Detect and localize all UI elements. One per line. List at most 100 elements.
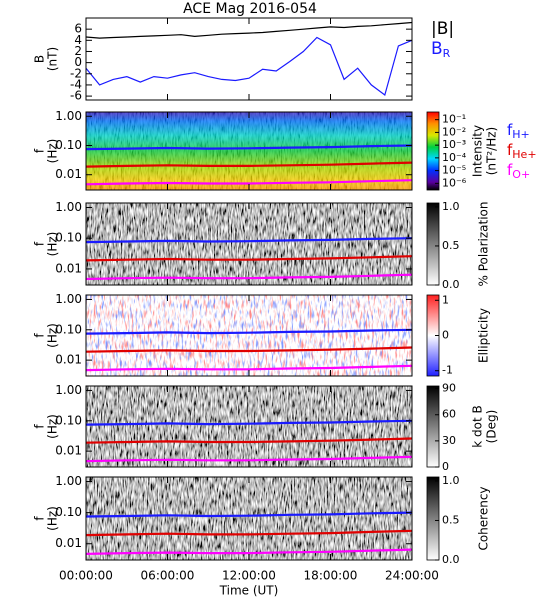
y-axis-label: f (33, 333, 47, 338)
legend-entry: fHe+ (507, 141, 537, 162)
frequency-line (85, 455, 413, 463)
frequency-line (85, 328, 413, 335)
colorbar-tick-label: 1 (442, 293, 449, 306)
frequency-line (85, 144, 413, 151)
y-tick-label: 1.00 (55, 474, 82, 488)
frequency-line (85, 255, 413, 262)
x-tick-label: 24:00:00 (385, 569, 439, 583)
y-tick-label: 0.01 (55, 444, 82, 458)
colorbar-tick-label: 0.5 (442, 239, 460, 252)
y-tick-label: 1.00 (55, 292, 82, 306)
colorbar (426, 385, 440, 468)
colorbar-label: k dot B (471, 405, 485, 447)
data-line (85, 36, 413, 97)
colorbar-label: % Polarization (477, 202, 491, 287)
spectrogram-texture (86, 112, 412, 190)
y-axis-label: (Hz) (46, 139, 60, 164)
x-axis-label: Time (UT) (219, 584, 279, 598)
y-axis-label: (Hz) (46, 323, 60, 348)
colorbar-tick-label: 1.0 (442, 200, 460, 213)
y-axis-label: (nT) (46, 47, 60, 71)
y-tick-label: -6 (70, 89, 82, 103)
legend-name: f (507, 161, 513, 179)
y-tick-label: 2 (74, 44, 82, 58)
legend-sub: O+ (512, 168, 530, 181)
legend-name: f (507, 121, 513, 139)
colorbar-tick-label: 90 (442, 382, 456, 395)
y-axis-label: f (33, 241, 47, 246)
y-tick-label: 1.00 (55, 200, 82, 214)
spectrogram-texture (86, 295, 412, 376)
colorbar-tick-label: 10⁻³ (442, 138, 466, 151)
frequency-line (85, 437, 413, 444)
y-axis-label: (Hz) (46, 506, 60, 531)
y-tick-label: 0 (74, 55, 82, 69)
colorbar-tick-label: 0.5 (442, 513, 460, 526)
y-axis-label: f (33, 424, 47, 429)
spectrogram-image (86, 477, 412, 560)
frequency-line (85, 237, 413, 244)
colorbar-tick-label: 0.0 (442, 278, 460, 291)
legend-entry: fO+ (507, 161, 530, 182)
legend-entry: BR (431, 39, 451, 60)
y-tick-label: 1.00 (55, 109, 82, 123)
spectrogram-image (86, 386, 412, 467)
y-tick-label: -4 (70, 77, 82, 91)
x-tick-label: 00:00:00 (59, 569, 113, 583)
y-axis-label: (Hz) (46, 232, 60, 257)
colorbar-tick-label: 30 (442, 434, 456, 447)
colorbar-tick-label: 10⁻⁵ (442, 164, 466, 177)
frequency-line (85, 364, 413, 372)
colorbar-label: Coherency (477, 486, 491, 550)
y-axis-label: B (33, 55, 47, 63)
colorbar-label: Intensity (471, 125, 485, 177)
colorbar-label: Ellipticity (477, 308, 491, 363)
frequency-line (85, 273, 413, 281)
legend-sub: H+ (512, 128, 530, 141)
y-tick-label: 0.10 (55, 505, 82, 519)
colorbar-tick-label: 10⁻² (442, 125, 466, 138)
y-tick-label: 0.10 (55, 231, 82, 245)
frequency-line (85, 161, 413, 168)
y-tick-label: -2 (70, 66, 82, 80)
colorbar-label: (Deg) (485, 410, 499, 444)
data-line (85, 21, 413, 39)
colorbar-tick-label: 0.0 (442, 553, 460, 566)
y-tick-label: 0.01 (55, 536, 82, 550)
x-tick-label: 06:00:00 (141, 569, 195, 583)
frequency-line (85, 548, 413, 555)
legend-name: B (431, 39, 443, 59)
frequency-line (85, 179, 413, 186)
frequency-line (85, 529, 413, 537)
y-tick-label: 0.10 (55, 413, 82, 427)
frequency-line (85, 511, 413, 518)
plot-frame (85, 17, 413, 101)
colorbar-tick-label: 0 (442, 329, 449, 342)
frequency-line (85, 419, 413, 426)
colorbar-tick-label: 10⁻¹ (442, 113, 466, 126)
colorbar (426, 476, 440, 561)
legend-sub: He+ (512, 148, 536, 161)
spectrogram-image (86, 203, 412, 285)
x-tick-label: 12:00:00 (222, 569, 276, 583)
legend-sub: R (443, 47, 451, 60)
y-axis-label: (Hz) (46, 414, 60, 439)
colorbar-label: (nT²/Hz) (485, 127, 499, 175)
y-tick-label: 0.01 (55, 261, 82, 275)
colorbar-tick-label: 1.0 (442, 474, 460, 487)
colorbar (426, 111, 440, 191)
x-tick-label: 18:00:00 (304, 569, 358, 583)
colorbar-tick-label: 60 (442, 408, 456, 421)
colorbar-tick-label: 10⁻⁶ (442, 176, 467, 189)
legend-name: f (507, 141, 513, 159)
legend-name: |B| (431, 19, 454, 39)
y-tick-label: 4 (74, 33, 82, 47)
legend-entry: |B| (431, 19, 454, 39)
y-tick-label: 0.10 (55, 138, 82, 152)
colorbar-tick-label: -1 (442, 364, 453, 377)
y-axis-label: f (33, 516, 47, 521)
colorbar-tick-label: 10⁻⁴ (442, 151, 467, 164)
y-tick-label: 0.10 (55, 322, 82, 336)
y-axis-label: f (33, 148, 47, 153)
